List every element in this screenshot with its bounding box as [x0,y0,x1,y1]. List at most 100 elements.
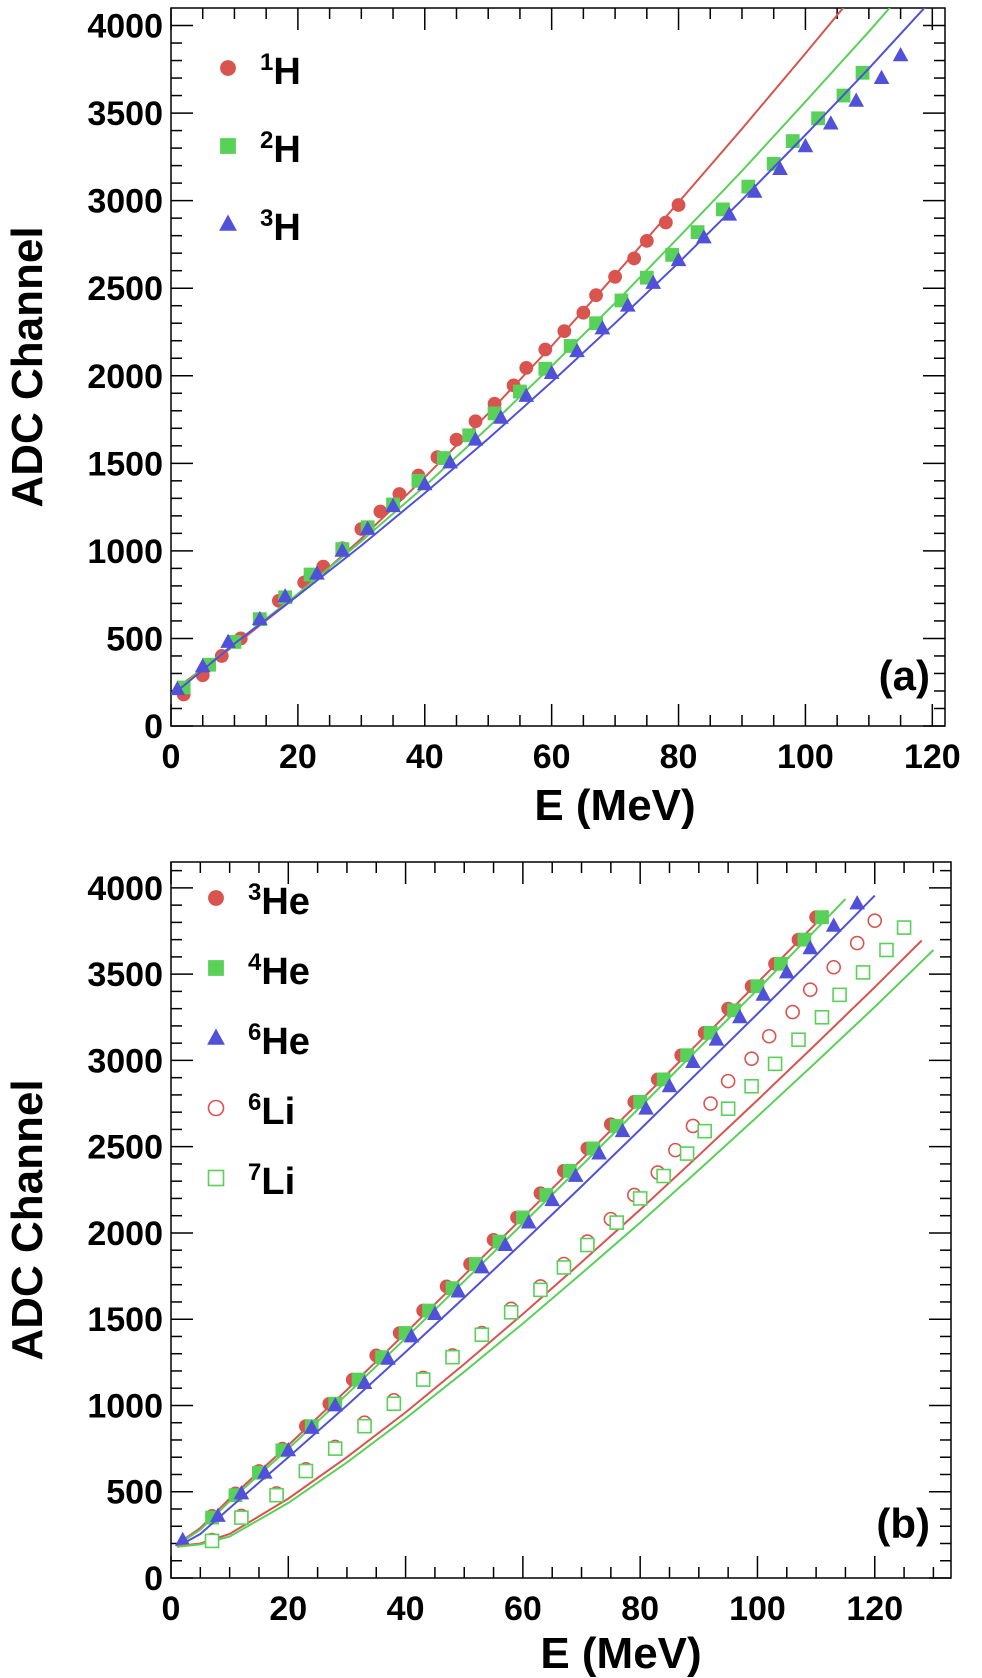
legend-label-4he: 4He [248,949,310,993]
data-point-3h [385,497,401,513]
legend-marker-6he [207,1028,225,1045]
data-point-3h [334,542,351,557]
x-tick-label: 40 [387,1590,425,1628]
x-tick-label: 120 [846,1590,903,1628]
data-point-7li [896,920,912,935]
x-tick-label: 40 [406,738,444,776]
plot-area [171,8,926,702]
data-point-3h [822,115,839,130]
data-point-7li [580,1237,595,1253]
data-point-7li [855,965,871,980]
data-point-6he [380,1350,396,1365]
legend-marker-1h [220,60,236,76]
y-tick-label: 3000 [87,1042,163,1080]
data-point-6li [720,1073,736,1089]
y-tick-label: 2000 [87,1215,163,1253]
data-point-3h [645,274,661,289]
data-point-7li [327,1441,343,1456]
data-point-6he [497,1236,514,1251]
data-point-6he [755,986,772,1001]
panel-label: (a) [879,652,930,699]
data-point-3h [442,454,458,469]
fit-line-7li [176,949,935,1548]
data-point-1h [671,198,686,212]
data-point-6he [778,964,795,979]
data-point-6li [785,1004,800,1020]
x-tick-label: 80 [621,1590,659,1628]
data-point-7li [679,1146,695,1161]
y-tick-label: 1500 [87,1301,163,1339]
data-point-6he [567,1167,584,1182]
y-tick-label: 1500 [87,445,163,483]
fit-line-3h [176,8,926,692]
y-tick-label: 4000 [87,8,163,46]
y-axis-title: ADC Channel [3,226,52,507]
legend-marker-4he [208,960,224,976]
data-point-3h [359,520,376,535]
legend-label-3h: 3H [260,205,301,249]
data-point-4he [815,910,829,925]
data-point-2h [785,134,800,148]
data-point-3h [277,588,294,603]
data-point-3h [746,183,763,198]
data-point-3h [594,320,611,335]
x-tick-label: 100 [729,1590,786,1628]
data-point-7li [386,1396,402,1412]
panel-label: (b) [876,1500,930,1547]
y-tick-label: 1000 [87,1387,163,1425]
data-point-7li [814,1009,830,1025]
data-point-7li [744,1078,759,1094]
data-point-3h [518,387,535,402]
data-point-3h [670,251,687,267]
y-tick-label: 3500 [87,95,163,133]
legend-label-3he: 3He [248,879,310,923]
y-axis-title: ADC Channel [3,1079,52,1360]
y-tick-label: 0 [144,1560,163,1598]
data-point-7li [632,1191,648,1206]
y-tick-label: 2000 [87,358,163,396]
data-point-1h [557,324,572,339]
data-point-6he [732,1008,748,1024]
legend-label-6li: 6Li [248,1089,295,1133]
plot-frame [170,7,946,727]
data-point-3h [873,69,890,84]
data-point-7li [656,1168,671,1184]
legend: 3He 4He 6He 6Li 7Li [207,879,310,1203]
y-tick-label: 500 [106,620,163,658]
data-point-3h [892,46,909,62]
legend-label-2h: 2H [260,127,301,171]
x-axis-title: E (MeV) [540,1629,701,1678]
data-point-3h [251,610,268,626]
plot-area [174,894,935,1549]
data-point-1h [658,215,673,230]
data-point-3h [309,565,325,580]
data-point-7li [204,1533,220,1549]
panel-b: 0 20 40 60 80 100 120 0 500 1000 1500 2000 2500 3000 3… [3,861,952,1678]
data-point-7li [415,1372,431,1387]
data-point-4he [774,956,788,971]
fit-line-6li [176,939,923,1548]
data-point-6he [638,1100,654,1115]
data-point-3h [493,409,509,424]
x-tick-label: 100 [777,738,834,776]
data-point-7li [791,1032,806,1048]
y-tick-label: 4000 [87,870,163,908]
data-point-6he [356,1374,373,1389]
data-point-6he [802,939,819,955]
data-point-1h [519,360,534,375]
x-tick-label: 120 [904,738,961,776]
data-point-1h [608,269,622,284]
data-point-7li [609,1215,625,1230]
data-point-3h [543,364,560,380]
data-point-6he [544,1191,561,1207]
data-point-7li [767,1056,783,1072]
data-point-3h [416,476,433,491]
data-point-3h [696,229,712,244]
data-point-3h [220,633,236,648]
data-point-6he [849,895,865,910]
data-point-3h [194,658,211,673]
y-tick-label: 3500 [87,956,163,994]
data-point-6li [744,1051,759,1066]
data-point-7li [234,1510,249,1525]
data-point-3h [772,160,788,176]
